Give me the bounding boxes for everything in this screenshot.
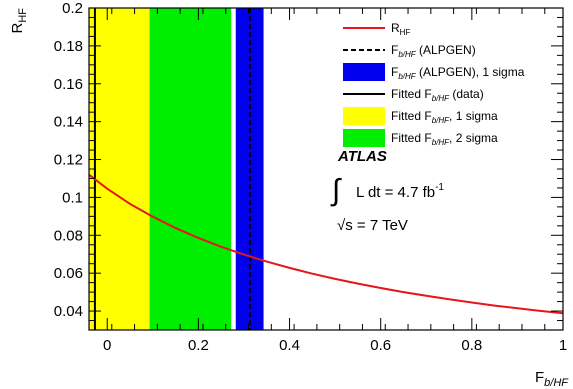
legend-swatch	[343, 129, 385, 147]
y-tick-label: 0.04	[54, 303, 83, 320]
legend-swatch	[343, 107, 385, 125]
sigma-bands	[89, 8, 264, 330]
y-tick-label: 0.12	[54, 152, 83, 169]
y-tick-label: 0.2	[62, 0, 83, 17]
legend-entry: Fitted Fb/HF, 1 sigma	[343, 107, 498, 125]
x-tick-label: 0	[103, 337, 111, 354]
y-tick-label: 0.1	[62, 189, 83, 206]
x-tick-label: 0.2	[188, 337, 209, 354]
series-line-0	[88, 173, 564, 315]
legend-entry: Fb/HF (ALPGEN), 1 sigma	[343, 63, 525, 81]
legend-label: Fb/HF (ALPGEN)	[391, 43, 476, 59]
y-tick-label: 0.18	[54, 38, 83, 55]
x-tick-label: 0.6	[370, 337, 391, 354]
y-tick-label: 0.14	[54, 114, 83, 131]
band-1	[89, 8, 150, 330]
legend-entry: Fitted Fb/HF, 2 sigma	[343, 129, 498, 147]
y-tick-label: 0.08	[54, 227, 83, 244]
energy-label: √s = 7 TeV	[337, 217, 408, 234]
atlas-label: ATLAS	[337, 148, 387, 165]
legend-entry: RHF	[343, 21, 410, 37]
x-axis: 0 0.2 0.4 0.6 0.8 1	[88, 8, 567, 354]
legend-swatch	[343, 63, 385, 81]
legend-entry: Fb/HF (ALPGEN)	[343, 43, 476, 59]
x-tick-label: 1	[559, 337, 567, 354]
legend-label: RHF	[391, 21, 410, 37]
luminosity-label: L dt = 4.7 fb-1	[356, 182, 444, 201]
annotation-block: ATLAS ∫ L dt = 4.7 fb-1 √s = 7 TeV	[330, 148, 444, 234]
integral-sign: ∫	[330, 174, 342, 207]
legend-label: Fb/HF (ALPGEN), 1 sigma	[391, 65, 525, 81]
x-axis-title: Fb/HF	[535, 369, 569, 389]
data-series	[88, 173, 564, 315]
y-tick-label: 0.06	[54, 265, 83, 282]
legend-label: Fitted Fb/HF, 2 sigma	[391, 131, 498, 147]
y-axis-title: RHF	[9, 8, 29, 34]
legend-entry: Fitted Fb/HF (data)	[343, 87, 484, 103]
x-tick-label: 0.8	[461, 337, 482, 354]
legend-label: Fitted Fb/HF, 1 sigma	[391, 109, 498, 125]
legend-label: Fitted Fb/HF (data)	[391, 87, 484, 103]
legend: RHF Fb/HF (ALPGEN) Fb/HF (ALPGEN), 1 sigma…	[343, 21, 525, 147]
y-axis: 0.04 0.06 0.08 0.1 0.12 0.14 0.16 0.18 0.2	[54, 0, 563, 331]
y-tick-label: 0.16	[54, 76, 83, 93]
x-tick-label: 0.4	[279, 337, 300, 354]
